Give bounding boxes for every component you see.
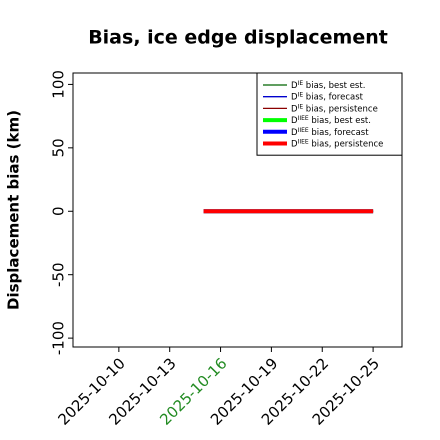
y-tick-label: -100 xyxy=(50,321,68,355)
y-tick-label: 50 xyxy=(50,138,68,157)
legend-label: DIIEE bias, best est. xyxy=(291,115,371,126)
legend-label: DIE bias, persistence xyxy=(291,103,378,114)
chart-title: Bias, ice edge displacement xyxy=(88,27,388,49)
y-tick-label: 100 xyxy=(50,70,68,99)
y-tick-label: -50 xyxy=(50,262,68,287)
legend-label: DIIEE bias, forecast xyxy=(291,127,369,138)
legend-label: DIE bias, best est. xyxy=(291,80,365,91)
plot-frame xyxy=(72,72,403,348)
legend-label: DIE bias, forecast xyxy=(291,92,364,103)
y-axis-label: Displacement bias (km) xyxy=(5,110,23,310)
y-tick-label: 0 xyxy=(50,206,68,216)
legend-label: DIIEE bias, persistence xyxy=(291,139,383,150)
